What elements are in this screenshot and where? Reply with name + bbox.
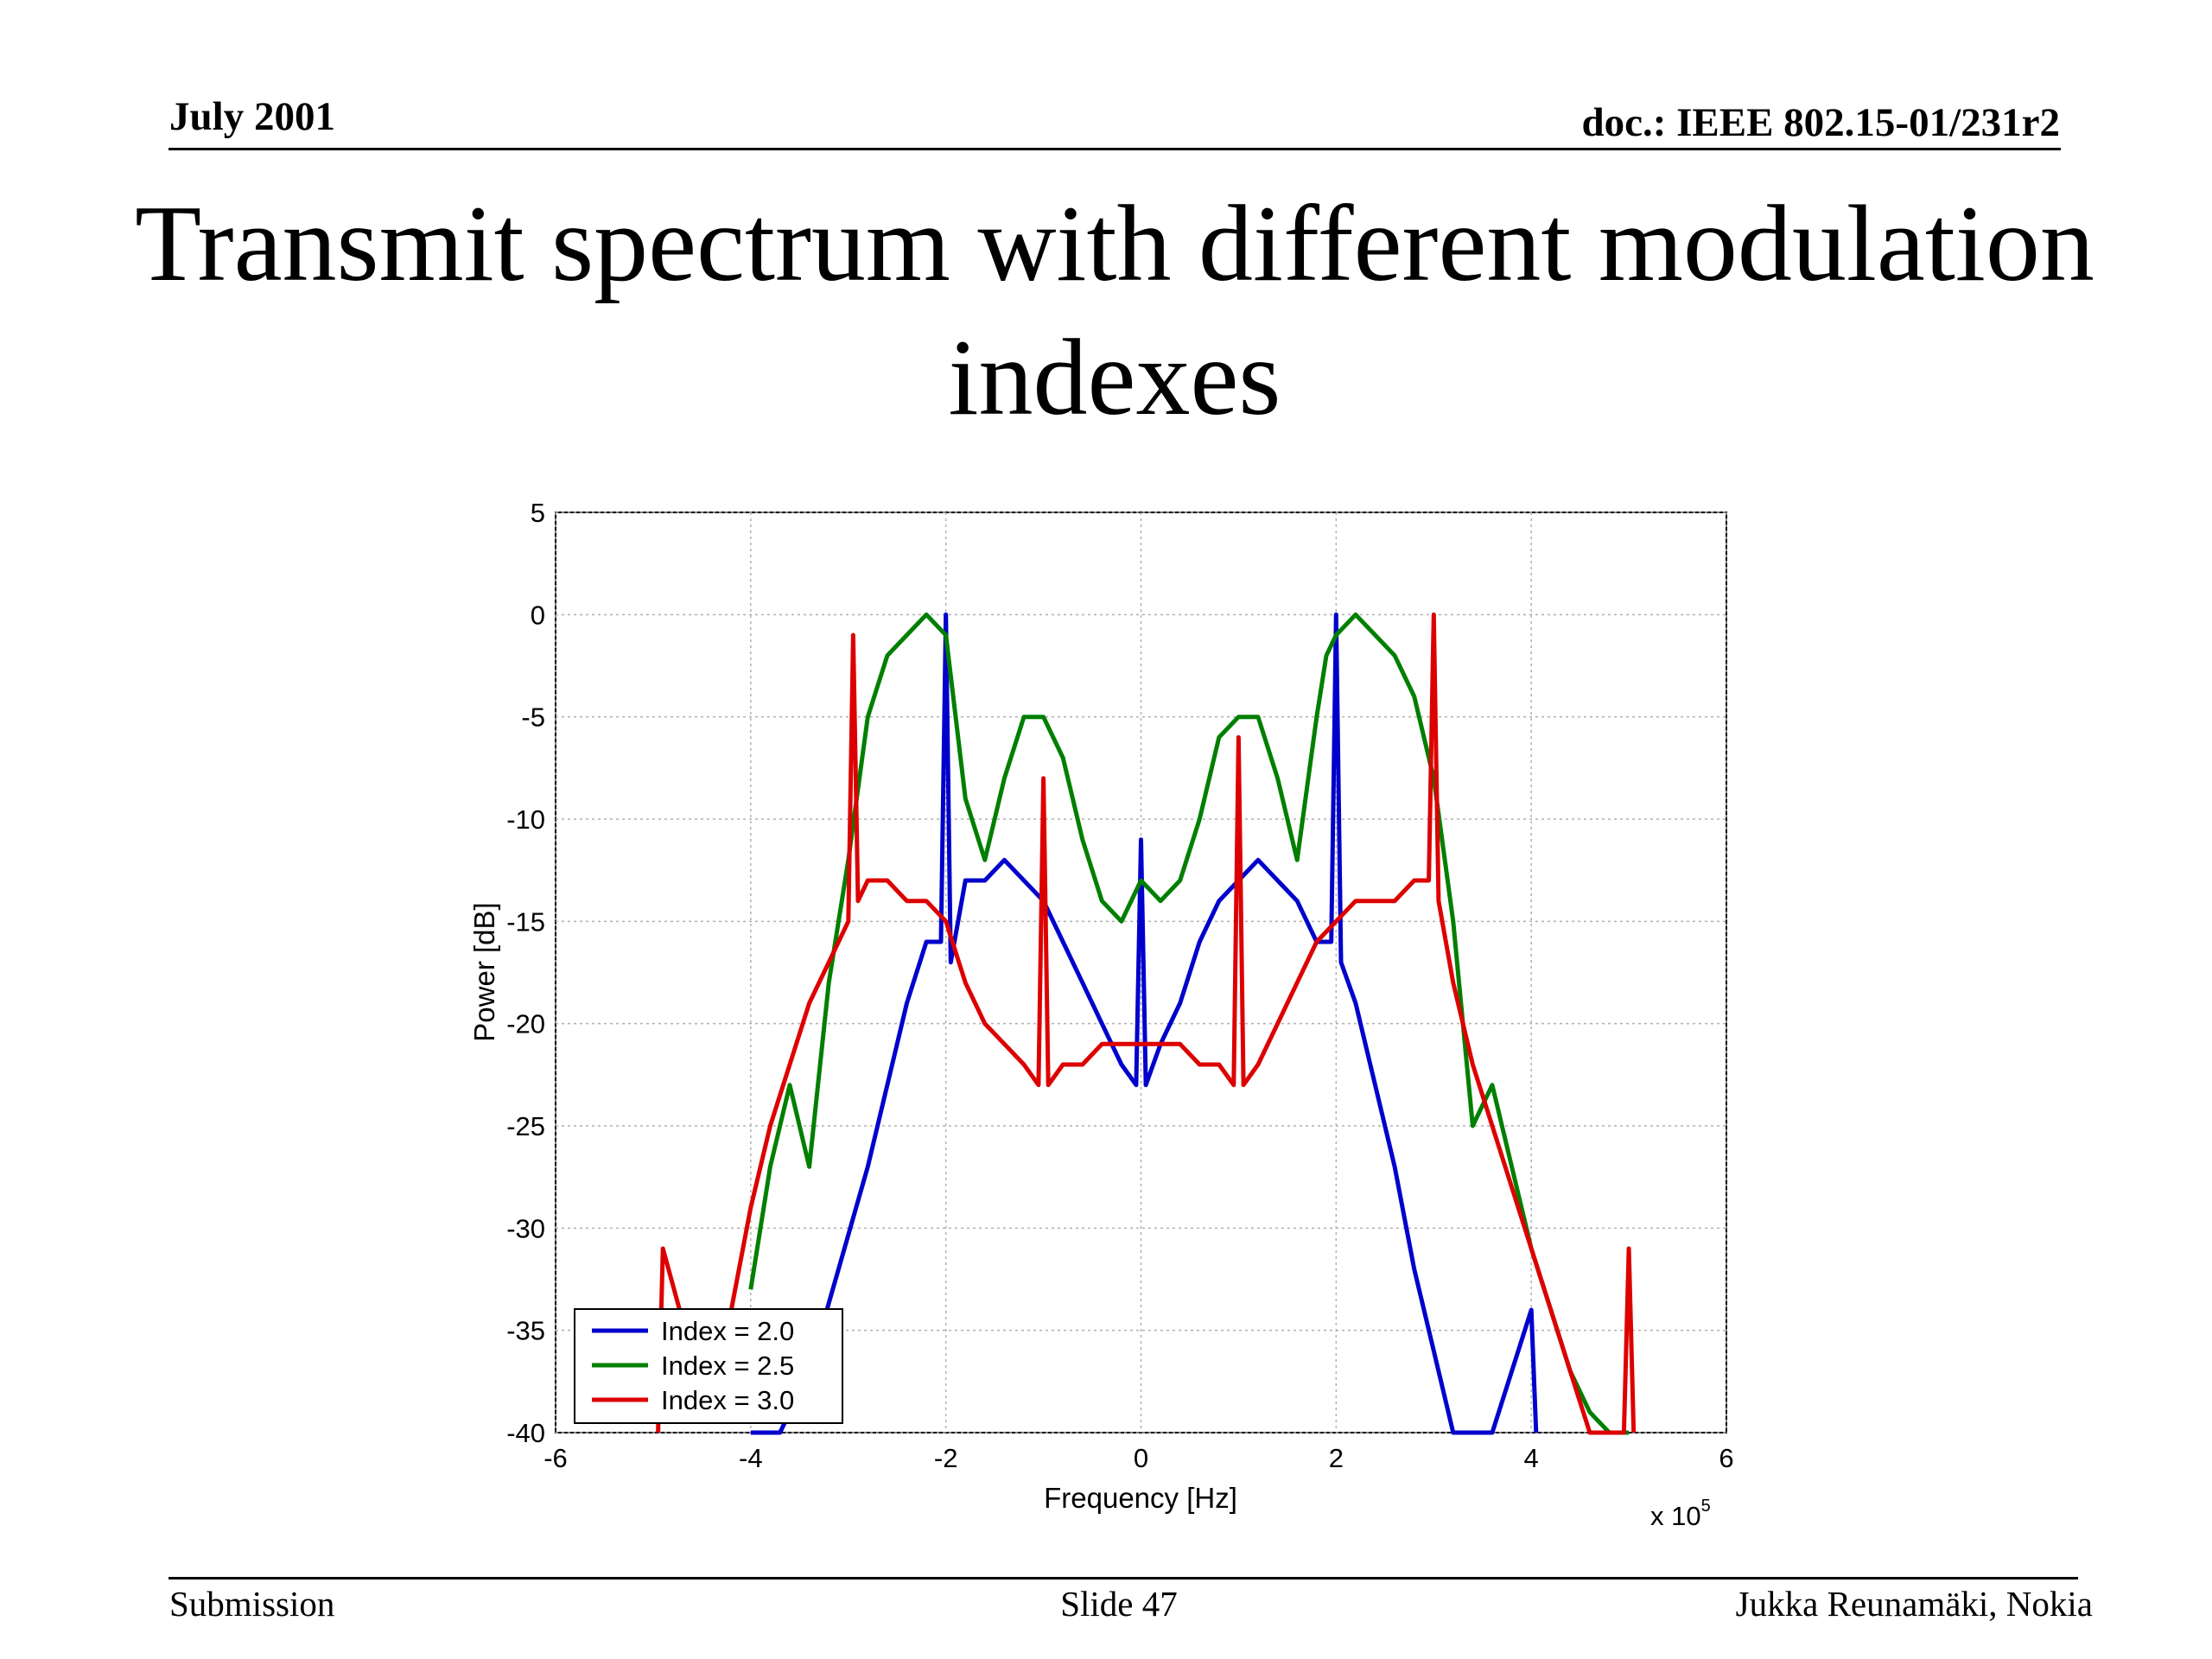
y-tick-label: -35	[506, 1316, 545, 1346]
y-tick-label: 5	[531, 498, 545, 528]
x-tick-label: -2	[934, 1443, 958, 1473]
x-tick-label: 0	[1134, 1443, 1148, 1473]
legend-entry-label: Index = 2.0	[661, 1316, 794, 1346]
y-tick-label: -15	[506, 906, 545, 937]
y-axis-label: Power [dB]	[468, 902, 500, 1041]
x-axis-label: Frequency [Hz]	[1044, 1482, 1237, 1514]
legend-entry-label: Index = 3.0	[661, 1385, 794, 1415]
series-line-2	[748, 612, 1630, 1435]
x-ticks: -6 -4 -2 0 2 4 6	[543, 1443, 1733, 1473]
x-tick-label: 6	[1719, 1443, 1733, 1473]
x-tick-label: -4	[739, 1443, 763, 1473]
slide-title: Transmit spectrum with different modulat…	[135, 184, 2094, 438]
footer-submission: Submission	[169, 1584, 335, 1624]
legend-entry-label: Index = 2.5	[661, 1351, 794, 1381]
x-tick-label: 2	[1329, 1443, 1344, 1473]
header-rule	[168, 148, 2061, 150]
x-multiplier: x 105	[1650, 1497, 1711, 1531]
y-tick-label: -5	[521, 702, 545, 733]
x-tick-label: -6	[543, 1443, 568, 1473]
y-tick-label: 0	[531, 600, 545, 630]
x-tick-label: 4	[1524, 1443, 1539, 1473]
series-line-3	[656, 612, 1637, 1435]
footer-slide-number: Slide 47	[1060, 1584, 1178, 1624]
y-ticks: 5 0 -5 -10 -15 -20 -25 -30 -35 -40	[506, 498, 545, 1448]
header-doc-number: doc.: IEEE 802.15-01/231r2	[1581, 100, 2060, 145]
y-tick-label: -10	[506, 804, 545, 835]
legend: Index = 2.0 Index = 2.5 Index = 3.0	[574, 1308, 843, 1424]
y-tick-label: -30	[506, 1213, 545, 1243]
x-multiplier-base: x 10	[1650, 1501, 1701, 1531]
series-group	[656, 612, 1637, 1435]
x-multiplier-exponent: 5	[1701, 1497, 1711, 1516]
series-line-1	[750, 612, 1539, 1435]
footer-author: Jukka Reunamäki, Nokia	[1735, 1584, 2093, 1624]
y-tick-label: -20	[506, 1009, 545, 1039]
header-date: July 2001	[169, 94, 335, 139]
footer-rule	[168, 1577, 2078, 1580]
y-tick-label: -25	[506, 1111, 545, 1141]
y-tick-label: -40	[506, 1418, 545, 1448]
